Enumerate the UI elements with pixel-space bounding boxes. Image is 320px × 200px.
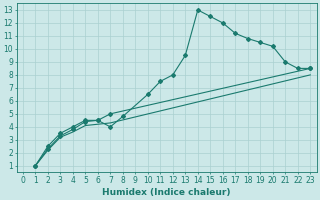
X-axis label: Humidex (Indice chaleur): Humidex (Indice chaleur)	[102, 188, 231, 197]
